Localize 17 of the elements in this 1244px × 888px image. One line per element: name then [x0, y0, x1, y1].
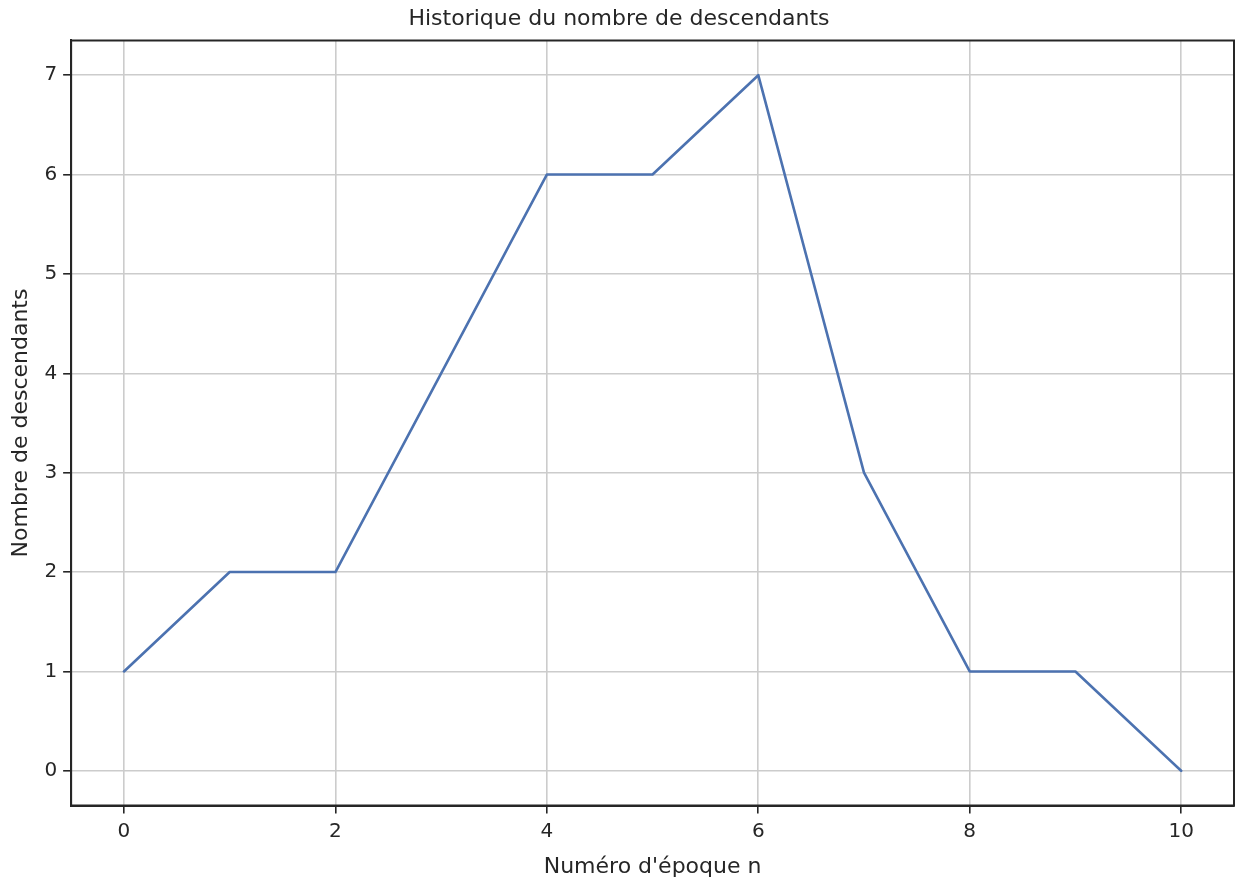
x-tick-label: 8 [963, 817, 977, 842]
y-tick-label: 2 [44, 558, 58, 583]
x-tick-label: 6 [751, 817, 765, 842]
y-tick-label: 0 [44, 757, 58, 782]
y-tick-label: 7 [44, 61, 58, 86]
x-tick-label: 10 [1168, 817, 1194, 842]
y-tick-label: 1 [44, 657, 58, 682]
x-tick-label: 0 [117, 817, 131, 842]
y-tick-label: 4 [44, 359, 58, 384]
x-tick-label: 4 [540, 817, 554, 842]
x-tick-label: 2 [329, 817, 342, 842]
y-tick-label: 3 [44, 458, 58, 483]
y-tick-label: 6 [44, 160, 58, 185]
chart-title: Historique du nombre de descendants [408, 4, 830, 30]
y-axis-title: Nombre de descendants [6, 288, 32, 558]
x-axis-title: Numéro d'époque n [543, 852, 762, 878]
y-tick-label: 5 [44, 260, 58, 285]
